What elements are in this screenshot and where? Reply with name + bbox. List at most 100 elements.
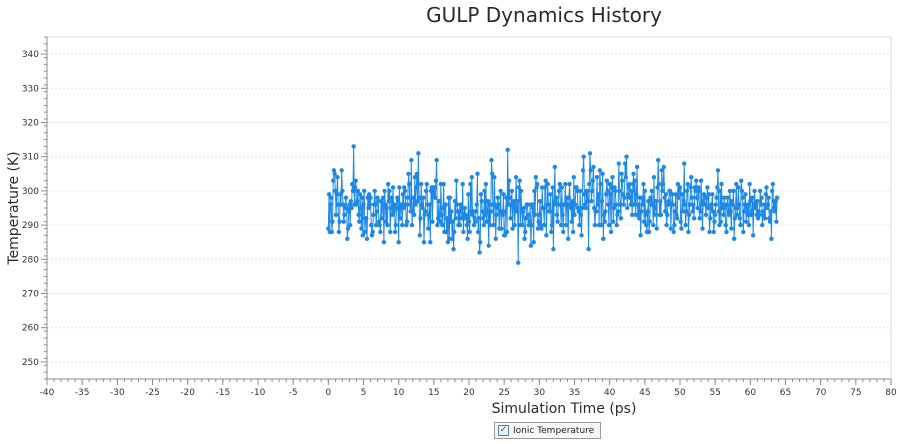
data-point (576, 209, 581, 214)
data-point (715, 185, 720, 190)
data-point (458, 202, 463, 207)
x-tick-label: 80 (885, 388, 897, 398)
data-point (753, 205, 758, 211)
data-point (374, 209, 380, 214)
data-point (592, 222, 598, 228)
data-point (671, 229, 676, 235)
data-point (517, 178, 522, 183)
data-point (743, 219, 749, 224)
x-tick-label: 55 (709, 388, 720, 398)
data-point (639, 209, 644, 214)
data-point (335, 175, 340, 180)
series-toggle-checkbox[interactable]: ✓ (498, 425, 509, 436)
data-point (402, 188, 408, 194)
data-point (454, 202, 460, 207)
data-point (547, 209, 553, 214)
data-point (605, 188, 610, 194)
data-point (651, 175, 657, 180)
data-point (701, 198, 706, 204)
data-point (475, 171, 480, 176)
data-point (345, 226, 351, 231)
data-point (419, 202, 425, 207)
data-point (570, 198, 575, 204)
data-point (685, 181, 690, 187)
data-point (537, 198, 543, 204)
data-point (506, 178, 512, 183)
data-point (376, 219, 382, 224)
data-point (713, 202, 719, 207)
data-point (418, 216, 423, 221)
data-point (653, 205, 658, 211)
data-point (351, 144, 356, 149)
data-point (613, 188, 618, 194)
data-point (491, 222, 496, 228)
data-point (390, 185, 396, 190)
data-point (578, 212, 584, 218)
data-point (449, 209, 454, 214)
data-point (640, 202, 645, 207)
data-point (721, 212, 726, 218)
data-point (606, 222, 612, 228)
data-point (629, 188, 634, 194)
legend: ✓ Ionic Temperature (494, 422, 602, 439)
data-point (411, 212, 417, 218)
data-point (705, 185, 710, 190)
data-point (395, 198, 401, 204)
data-point (617, 188, 622, 194)
chart-title: GULP Dynamics History (426, 3, 662, 27)
data-point (357, 219, 362, 224)
x-tick-label: 0 (325, 388, 331, 398)
data-point (711, 229, 716, 235)
data-point (354, 202, 359, 207)
data-point (410, 209, 415, 214)
data-point (676, 195, 681, 200)
y-tick-label: 290 (22, 221, 39, 231)
data-point (477, 250, 482, 255)
data-point (599, 222, 604, 228)
data-point (360, 233, 365, 238)
data-point (352, 185, 358, 190)
data-point (553, 198, 558, 204)
x-tick-label: 20 (463, 388, 475, 398)
data-point (731, 188, 736, 194)
data-point (756, 209, 761, 214)
data-point (384, 205, 389, 211)
data-point (354, 198, 360, 204)
data-point (400, 192, 406, 197)
data-point (387, 188, 392, 194)
x-tick-label: 5 (361, 388, 367, 398)
data-point (427, 202, 432, 207)
data-point (359, 226, 364, 231)
data-point (716, 209, 721, 214)
data-point (644, 222, 649, 228)
data-point (545, 181, 550, 187)
data-point (660, 181, 666, 187)
data-point (490, 171, 495, 176)
data-point (618, 216, 624, 221)
data-point (582, 192, 587, 197)
data-point (568, 205, 574, 211)
data-point (673, 192, 678, 197)
data-point (366, 192, 372, 197)
data-point (382, 188, 387, 194)
data-point (738, 178, 744, 183)
data-point (350, 181, 355, 187)
data-point (582, 202, 588, 207)
data-point (575, 205, 581, 211)
y-tick-label: 300 (22, 187, 39, 197)
data-point (628, 202, 633, 207)
data-point (672, 209, 678, 214)
data-point (622, 161, 628, 166)
data-point (357, 192, 363, 197)
data-point (752, 188, 757, 194)
data-point (414, 185, 419, 190)
data-point (563, 222, 569, 228)
data-point (619, 171, 624, 176)
data-point (499, 226, 504, 231)
data-point (674, 212, 679, 218)
x-tick-label: -40 (40, 388, 55, 398)
data-point (629, 212, 635, 218)
data-point (432, 185, 437, 190)
data-point (765, 205, 770, 211)
data-point (487, 222, 493, 228)
